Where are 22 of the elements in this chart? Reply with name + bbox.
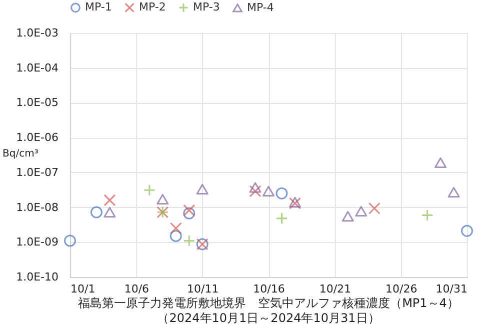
x-tick-label: 10/6 bbox=[124, 282, 150, 296]
text: （2024年10月1日～2024年10月31日） bbox=[157, 311, 380, 325]
legend-label: MP-3 bbox=[193, 0, 220, 14]
x-tick-label: 10/1 bbox=[70, 282, 96, 296]
y-tick-label: 1.0E-10 bbox=[16, 270, 58, 284]
x-tick-label: 10/31 bbox=[436, 282, 468, 296]
y-tick-label: 1.0E-07 bbox=[16, 166, 58, 179]
y-tick-label: 1.0E-03 bbox=[16, 26, 58, 40]
y-tick-label: 1.0E-04 bbox=[16, 61, 58, 74]
y-tick-label: 1.0E-05 bbox=[16, 96, 58, 110]
text: 福島第一原子力発電所敷地境界 空気中アルファ核種濃度（MP1～4） bbox=[78, 296, 459, 310]
x-tick-label: 10/21 bbox=[319, 282, 352, 296]
y-tick-label: 1.0E-06 bbox=[16, 131, 58, 144]
y-tick-label: 1.0E-08 bbox=[16, 200, 58, 214]
x-tick-label: 10/26 bbox=[385, 282, 418, 296]
legend-label: MP-2 bbox=[139, 0, 166, 14]
x-tick-label: 10/16 bbox=[253, 282, 285, 296]
y-axis-title: Bq/cm³ bbox=[2, 148, 38, 160]
y-tick-label: 1.0E-09 bbox=[16, 236, 58, 249]
x-tick-label: 10/11 bbox=[186, 282, 219, 296]
legend-label: MP-1 bbox=[85, 0, 112, 14]
legend-label: MP-4 bbox=[247, 0, 274, 14]
